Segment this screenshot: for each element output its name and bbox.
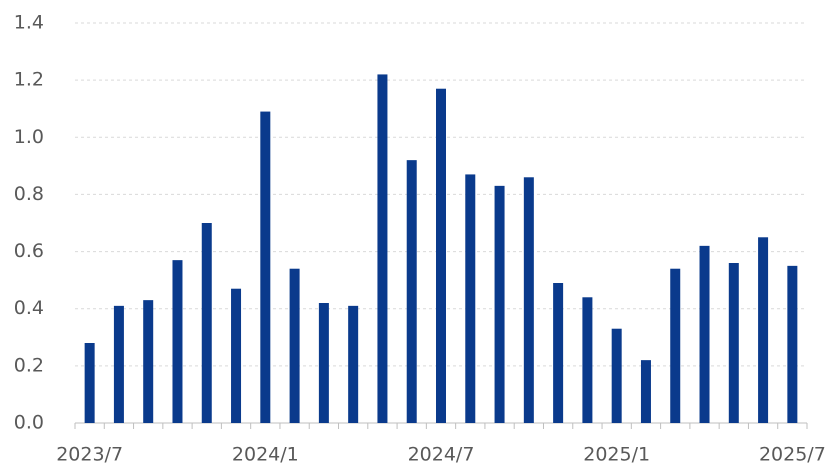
bar — [670, 268, 681, 423]
bar — [143, 300, 154, 423]
bar — [728, 263, 739, 423]
y-tick-label: 0.0 — [14, 412, 44, 434]
bar — [172, 260, 183, 423]
bar — [348, 305, 359, 423]
bar — [640, 360, 651, 423]
bar — [582, 297, 593, 423]
bar — [758, 237, 769, 423]
y-tick-label: 1.0 — [14, 126, 44, 148]
y-tick-label: 0.6 — [14, 240, 44, 262]
bar — [406, 160, 417, 423]
bar — [260, 111, 271, 424]
bar — [318, 303, 329, 423]
bar — [611, 328, 622, 423]
bar — [494, 185, 505, 423]
bar — [113, 305, 124, 423]
y-tick-label: 0.4 — [14, 297, 44, 319]
y-tick-label: 1.4 — [14, 12, 44, 34]
x-tick-label: 2025/1 — [583, 444, 650, 466]
bar — [377, 74, 388, 423]
y-tick-label: 0.2 — [14, 354, 44, 376]
y-tick-label: 0.8 — [14, 183, 44, 205]
bar — [289, 268, 300, 423]
bar — [84, 343, 95, 423]
bar — [201, 223, 212, 423]
bar — [465, 174, 476, 423]
x-tick-label: 2024/1 — [232, 444, 299, 466]
x-tick-label: 2023/7 — [56, 444, 123, 466]
x-tick-label: 2024/7 — [408, 444, 475, 466]
x-tick-label: 2025/7 — [759, 444, 826, 466]
bar — [523, 177, 534, 423]
bar — [553, 283, 564, 423]
bar — [436, 88, 446, 423]
y-tick-label: 1.2 — [14, 69, 44, 91]
bar — [699, 245, 710, 423]
bar — [787, 265, 798, 423]
bar — [231, 288, 242, 423]
